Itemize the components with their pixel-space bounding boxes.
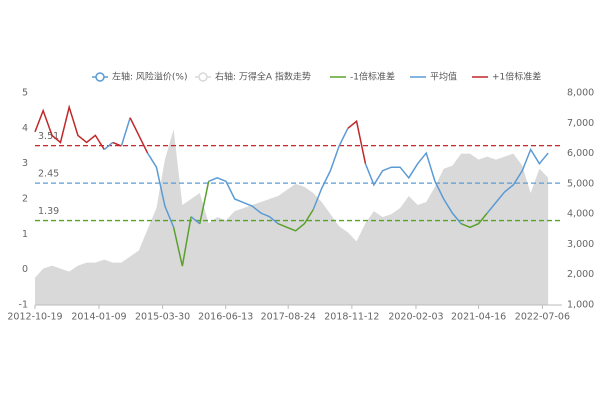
y2-tick-label: 4,000 <box>567 209 594 220</box>
x-tick-label: 2014-01-09 <box>71 312 126 323</box>
y-tick-label: 3 <box>22 158 28 169</box>
line-segment <box>34 104 105 150</box>
legend-label: -1倍标准差 <box>350 71 395 83</box>
y2-tick-label: 2,000 <box>567 269 594 280</box>
x-tick-label: 2012-10-19 <box>7 312 62 323</box>
y-tick-label: -1 <box>19 300 28 311</box>
legend-label: 平均值 <box>430 71 457 83</box>
line-segment <box>120 117 131 147</box>
line-segment <box>172 216 192 267</box>
line-segment <box>364 151 462 225</box>
y2-tick-label: 1,000 <box>567 300 594 311</box>
line-segment <box>208 176 279 225</box>
x-tick-label: 2017-08-24 <box>261 312 316 323</box>
line-segment <box>460 212 488 229</box>
x-tick-label: 2016-06-13 <box>198 312 253 323</box>
y-tick-label: 5 <box>22 88 28 99</box>
reference-label: 1.39 <box>38 206 59 217</box>
line-segment <box>312 128 349 210</box>
y2-tick-label: 5,000 <box>567 178 594 189</box>
legend-label: 左轴: 风险溢价(%) <box>112 71 187 83</box>
line-segment <box>347 119 367 164</box>
area <box>35 129 549 305</box>
line-segment <box>146 152 175 228</box>
y-tick-label: 1 <box>22 229 28 240</box>
line-segment <box>486 147 549 214</box>
y2-tick-label: 3,000 <box>567 239 594 250</box>
y2-tick-label: 8,000 <box>567 88 594 99</box>
line-segment <box>277 209 314 232</box>
line-segment <box>103 141 114 151</box>
y2-tick-label: 7,000 <box>567 118 594 129</box>
line-segment <box>129 117 149 154</box>
line-segment <box>112 141 122 147</box>
reference-label: 3.51 <box>38 131 59 142</box>
legend-marker <box>95 72 105 82</box>
x-tick-label: 2022-07-06 <box>515 312 570 323</box>
y2-tick-label: 6,000 <box>567 148 594 159</box>
line-segment <box>190 216 201 225</box>
legend-marker <box>198 72 208 82</box>
y-tick-label: 4 <box>22 123 28 134</box>
y-tick-label: 2 <box>22 194 28 205</box>
x-tick-label: 2021-04-16 <box>451 312 506 323</box>
x-tick-label: 2015-03-30 <box>135 312 190 323</box>
legend-label: 右轴: 万得全A 指数走势 <box>215 71 311 83</box>
x-tick-label: 2020-02-03 <box>388 312 443 323</box>
x-tick-label: 2018-11-12 <box>324 312 379 323</box>
legend-label: +1倍标准差 <box>492 71 541 83</box>
reference-label: 2.45 <box>38 169 59 180</box>
line-segment <box>199 181 210 224</box>
y-tick-label: 0 <box>22 264 28 275</box>
